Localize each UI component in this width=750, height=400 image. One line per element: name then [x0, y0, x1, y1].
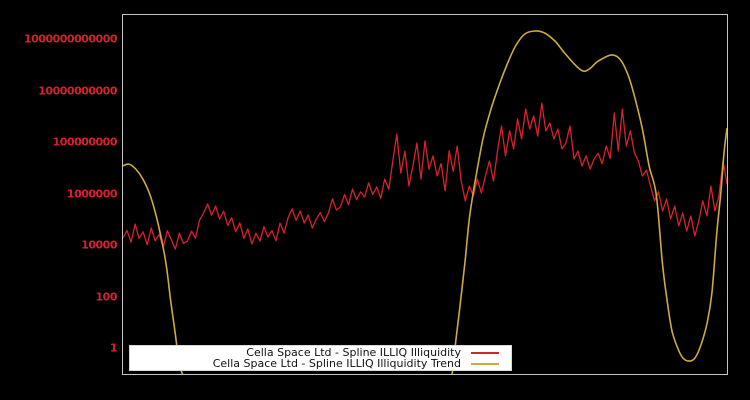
illiquidity-series-line [123, 102, 727, 250]
legend-label-trend: Cella Space Ltd - Spline ILLIQ Illiquidi… [212, 357, 461, 370]
y-tick-label: 1 [109, 341, 118, 355]
y-tick-label: 10000000000 [38, 84, 117, 97]
y-tick-label: 1000000 [66, 187, 118, 200]
legend-label-illiquidity: Cella Space Ltd - Spline ILLIQ Illiquidi… [246, 346, 461, 359]
chart-svg [123, 30, 727, 374]
y-tick-label: 1000000000000 [24, 32, 118, 46]
legend: Cella Space Ltd - Spline ILLIQ Illiquidi… [129, 345, 512, 371]
legend-row-trend: Cella Space Ltd - Spline ILLIQ Illiquidi… [134, 358, 501, 369]
plot-area: Cella Space Ltd - Spline ILLIQ Illiquidi… [122, 14, 728, 375]
legend-line-sample-trend [471, 362, 499, 365]
legend-row-illiquidity: Cella Space Ltd - Spline ILLIQ Illiquidi… [134, 347, 501, 358]
y-tick-label: 10000 [81, 238, 117, 252]
y-tick-label: 100 [95, 290, 118, 303]
y-tick-label: 100000000 [52, 135, 118, 149]
legend-line-sample-illiquidity [471, 351, 499, 354]
illiquidity-trend-line [123, 30, 727, 374]
